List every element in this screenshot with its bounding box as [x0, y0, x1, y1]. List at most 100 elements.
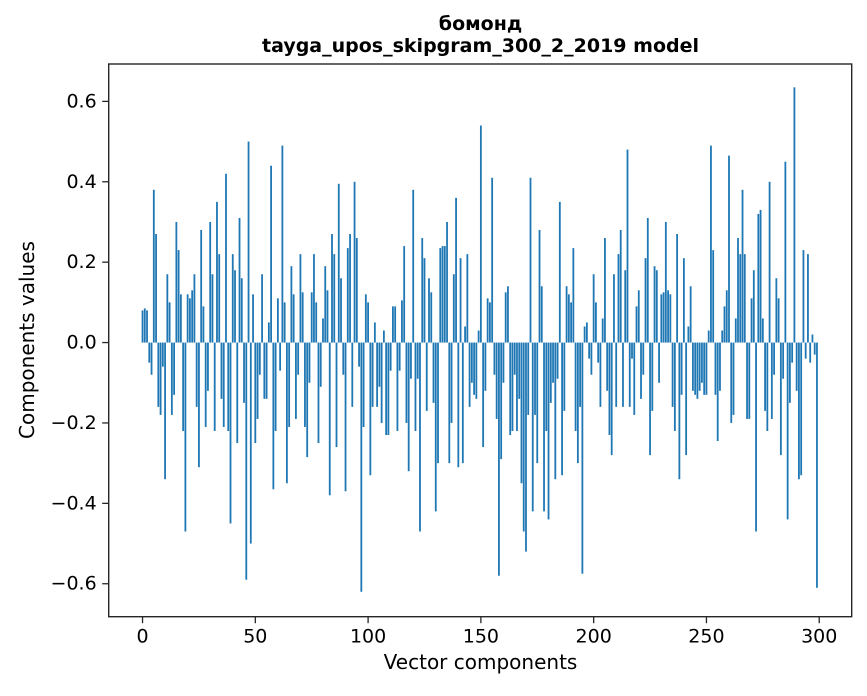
bar [177, 250, 180, 343]
bar [502, 342, 505, 383]
bar [204, 342, 207, 427]
bar [432, 342, 435, 403]
bar [734, 318, 737, 343]
bar [256, 342, 259, 419]
bar [328, 342, 331, 496]
y-tick-label: 0.4 [66, 171, 96, 193]
bar [811, 334, 814, 343]
bar [671, 342, 674, 407]
bar [504, 292, 507, 343]
bar [669, 294, 672, 343]
bar [770, 342, 773, 419]
bar [207, 342, 209, 391]
bar [701, 342, 703, 383]
bar [443, 246, 446, 343]
bar [344, 342, 347, 492]
bar [604, 238, 606, 343]
bar [450, 342, 453, 423]
bar [816, 342, 818, 588]
bar [631, 342, 633, 359]
bar [716, 342, 719, 442]
bar [202, 306, 205, 343]
bar [459, 258, 462, 343]
bar [333, 254, 336, 343]
bar [265, 342, 268, 399]
bar [290, 266, 293, 343]
bar [227, 342, 230, 431]
bar [457, 342, 460, 468]
bar [764, 342, 766, 411]
bar [168, 302, 171, 343]
bar [258, 342, 261, 375]
bar [536, 342, 539, 464]
bar [220, 342, 223, 399]
bar [270, 165, 272, 343]
bar [595, 302, 597, 343]
bar [306, 342, 309, 458]
bar [437, 342, 439, 464]
bar [299, 254, 302, 343]
bar [777, 298, 780, 343]
bar [567, 294, 570, 343]
bar [622, 342, 624, 407]
bar [651, 342, 654, 411]
bar [543, 342, 545, 512]
bar [719, 342, 721, 391]
bar [712, 250, 715, 343]
bar [148, 342, 151, 363]
bar [385, 342, 388, 436]
bar [516, 342, 518, 431]
bar [534, 342, 536, 415]
bar [576, 342, 579, 464]
bar [507, 286, 509, 343]
bar [513, 342, 516, 375]
bar [520, 342, 523, 484]
bar [610, 342, 613, 456]
bar [297, 342, 300, 375]
bar [317, 342, 320, 444]
bar [570, 302, 572, 343]
y-axis-label: Components values [15, 241, 39, 439]
bar [723, 306, 726, 343]
bar [755, 342, 757, 532]
bar [615, 342, 618, 407]
y-tick-label: −0.2 [51, 412, 97, 434]
bar [676, 234, 679, 343]
bar [240, 278, 243, 343]
bar [705, 342, 708, 395]
bar [247, 141, 250, 343]
bar [491, 177, 494, 343]
bar [252, 294, 254, 343]
bar [152, 189, 155, 343]
bar [161, 342, 164, 367]
bar [547, 342, 550, 520]
bar [346, 248, 349, 343]
bar [529, 177, 532, 343]
bar [362, 342, 365, 427]
y-tick-label: 0.2 [66, 251, 96, 273]
bar [200, 230, 203, 343]
bar [155, 234, 157, 343]
bar [396, 342, 399, 431]
bar [324, 266, 327, 343]
bar [243, 342, 245, 403]
bar [685, 342, 688, 456]
bar [371, 342, 374, 407]
bar [276, 298, 279, 343]
bar [337, 183, 340, 343]
bar [640, 342, 642, 399]
bar [430, 292, 433, 343]
bar [486, 298, 489, 343]
bar [414, 342, 417, 431]
bar [358, 342, 360, 367]
bar [382, 330, 385, 343]
bar [143, 308, 146, 343]
axes-spines [107, 63, 853, 618]
bar [466, 254, 469, 343]
bar [730, 342, 733, 423]
bar [434, 342, 437, 512]
bar [308, 342, 311, 383]
bar [193, 274, 196, 343]
